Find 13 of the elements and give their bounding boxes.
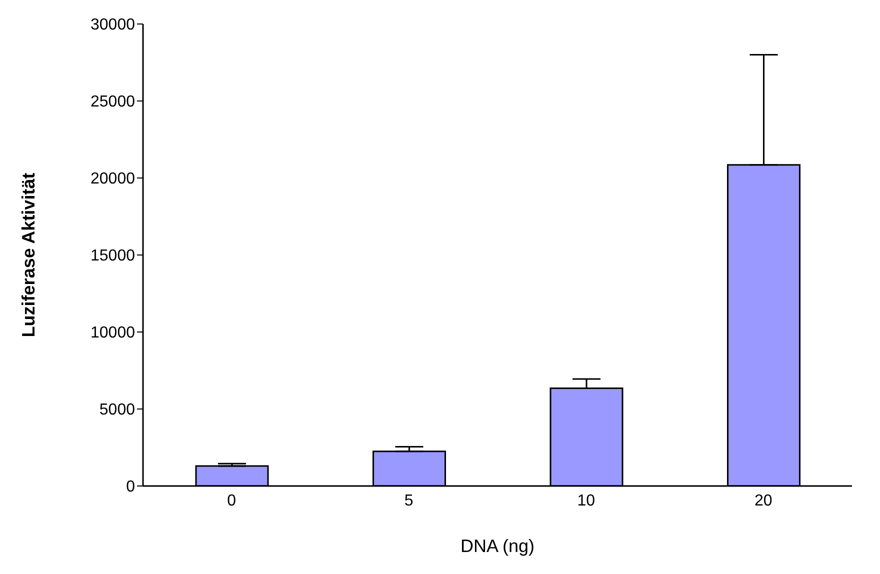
y-tick-label: 0	[126, 478, 136, 496]
y-axis-title: Luziferase Aktivität	[18, 172, 38, 338]
x-tick-label: 20	[754, 492, 772, 510]
x-tick-label: 10	[577, 492, 596, 510]
y-tick-label: 15000	[90, 248, 136, 265]
y-tick-label: 25000	[90, 94, 136, 111]
y-tick-label: 5000	[99, 402, 136, 419]
x-tick-label: 0	[227, 492, 236, 510]
y-tick-label: 30000	[90, 16, 136, 34]
x-axis-title: DNA (ng)	[460, 536, 535, 556]
y-tick-label: 10000	[90, 324, 136, 342]
x-tick-label: 5	[404, 492, 414, 510]
y-tick-label: 20000	[90, 170, 136, 188]
